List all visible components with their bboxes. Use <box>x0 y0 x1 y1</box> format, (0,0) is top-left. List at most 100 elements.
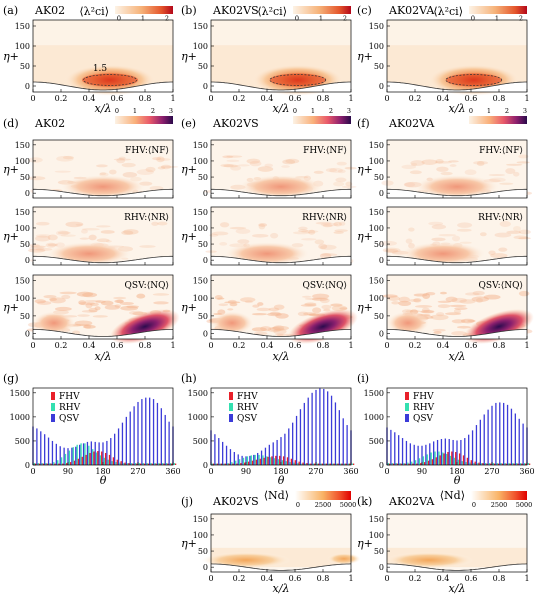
r4p1-xtick-label: 0.4 <box>437 574 450 583</box>
speckle <box>145 166 156 173</box>
wave-mask <box>387 82 527 92</box>
speckle <box>258 223 266 230</box>
panel-title: AK02VA <box>388 495 435 508</box>
speckle <box>475 298 484 303</box>
speckle <box>333 221 342 227</box>
intensity-blob <box>239 175 323 199</box>
r2p12-xtick-label: 0.6 <box>289 341 302 350</box>
xtick-label: 0 <box>384 467 389 476</box>
speckle <box>506 230 522 234</box>
wave-surface <box>211 81 351 91</box>
panel-title: AK02 <box>34 117 65 130</box>
colorbar-tick: 5000 <box>340 501 357 509</box>
r4p0-ytick-label: 0 <box>203 563 208 572</box>
speckle <box>312 297 329 301</box>
r4p1-xtick-label: 0 <box>384 574 389 583</box>
r2p22-xtick-label: 0.8 <box>493 341 506 350</box>
speckle <box>490 253 508 259</box>
r2p10-ytick-label: 50 <box>198 173 208 182</box>
speckle <box>421 159 438 165</box>
x-axis-label: θ <box>100 474 107 487</box>
speckle <box>56 155 74 162</box>
speckle <box>252 304 260 308</box>
r1p1-xtick-label: 0 <box>208 94 213 103</box>
wave-surface <box>387 188 527 197</box>
y-axis-label: η+ <box>181 301 197 314</box>
colorbar-tick: 0 <box>296 501 300 509</box>
wave-surface <box>33 255 173 264</box>
ytick-label: 1500 <box>364 389 384 398</box>
speckle <box>230 165 242 171</box>
speckle <box>76 291 94 297</box>
r2p12-ytick-label: 50 <box>198 312 208 321</box>
legend-label: FHV <box>413 392 434 402</box>
speckle <box>136 169 154 175</box>
r2p22-xtick-label: 1 <box>524 341 529 350</box>
panel-row2-0-1 <box>28 207 173 266</box>
panel-title: AK02VS <box>212 117 259 130</box>
speckle <box>57 231 71 235</box>
speckle <box>105 240 112 243</box>
speckle <box>229 302 238 307</box>
colorbar <box>469 6 527 14</box>
colorbar-tick: 3 <box>347 107 351 115</box>
speckle <box>34 235 51 242</box>
speckle <box>229 226 247 230</box>
colorbar-tick: 0 <box>115 107 119 115</box>
r4p1-xtick-label: 0.2 <box>409 574 422 583</box>
r1p1-xtick-label: 0.8 <box>317 94 330 103</box>
speckle <box>518 229 531 235</box>
colorbar-tick: 2 <box>329 107 333 115</box>
speckle <box>398 296 410 303</box>
r2p10-ytick-label: 0 <box>203 189 208 198</box>
y-axis-label: η+ <box>357 301 373 314</box>
speckle <box>123 229 139 235</box>
r2p10-ytick-label: 100 <box>193 157 208 166</box>
ytick-label: 0 <box>203 461 208 470</box>
speckle <box>438 233 457 237</box>
panel-label: (k) <box>357 495 372 508</box>
speckle <box>74 320 93 326</box>
r2p20-ytick-label: 100 <box>369 157 384 166</box>
intensity-core <box>445 73 502 87</box>
panel-row2-1-2 <box>206 275 358 345</box>
y-axis-label: η+ <box>357 163 373 176</box>
r2p12-xtick-label: 0.2 <box>233 341 246 350</box>
r2p22-xtick-label: 0.4 <box>437 341 450 350</box>
speckle <box>100 230 115 234</box>
r1p2-xtick-label: 0 <box>384 94 389 103</box>
speckle <box>114 299 124 304</box>
xtick-label: 90 <box>63 467 73 476</box>
panel-label: (f) <box>357 117 370 130</box>
speckle <box>113 158 132 161</box>
speckle <box>513 171 520 177</box>
speckle <box>157 166 166 170</box>
speckle <box>267 312 282 317</box>
r2p22-xtick-label: 0.6 <box>465 341 478 350</box>
speckle <box>459 241 472 244</box>
r4p0-ytick-label: 50 <box>198 547 208 556</box>
speckle <box>122 172 138 178</box>
r2p12-ytick-label: 150 <box>193 276 208 285</box>
panel-row1-2 <box>387 6 527 96</box>
xtick-label: 360 <box>165 467 180 476</box>
ytick-label: 1000 <box>188 413 208 422</box>
contour-line <box>445 74 503 86</box>
r2p21-ytick-label: 0 <box>379 256 384 265</box>
x-axis-label: x/λ <box>449 102 466 115</box>
speckle <box>313 170 324 174</box>
speckle <box>220 163 234 168</box>
r2p01-frame <box>32 206 174 266</box>
xtick-label: 180 <box>449 467 464 476</box>
r2p02-xtick-label: 0.4 <box>83 341 96 350</box>
speckle <box>321 304 332 310</box>
x-axis-label: x/λ <box>273 350 290 363</box>
speckle <box>319 297 330 304</box>
speckle <box>409 170 422 175</box>
sub-label: QSV:⟨NQ⟩ <box>125 281 169 291</box>
colorbar-label: ⟨λ²ci⟩ <box>257 5 287 18</box>
legend-label: QSV <box>237 414 258 424</box>
speckle <box>488 173 506 177</box>
speckle <box>301 295 312 298</box>
